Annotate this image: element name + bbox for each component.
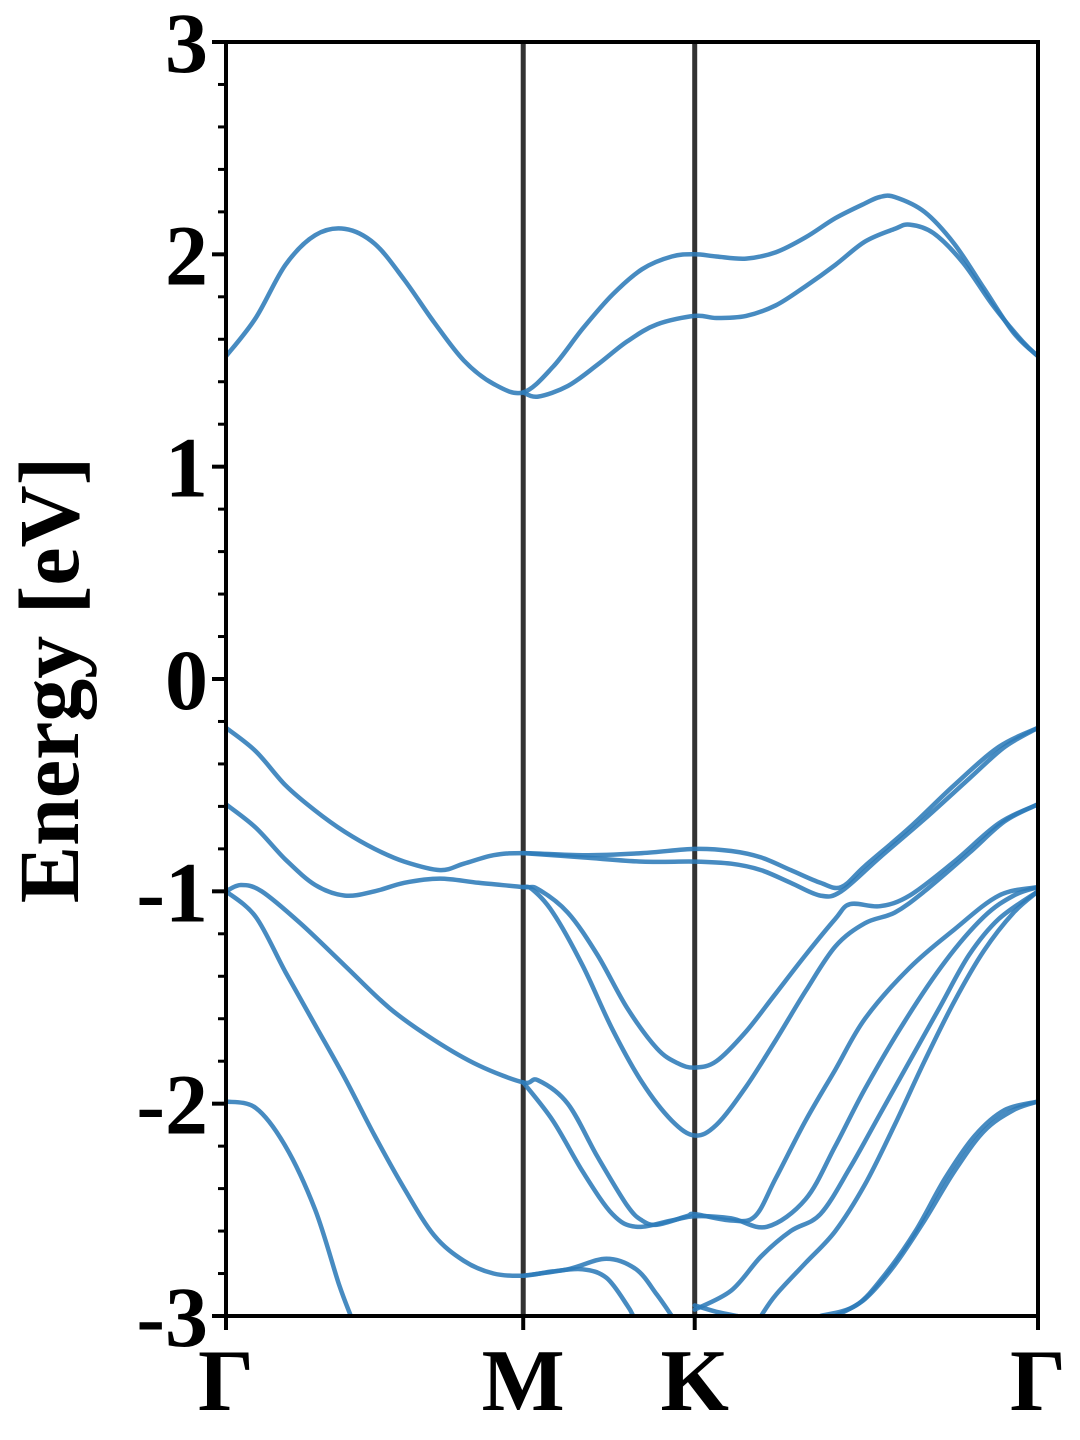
band-line-1 (226, 193, 1038, 396)
band-line-4 (520, 725, 1038, 899)
x-tick-label: M (482, 1333, 565, 1430)
high-symmetry-lines (520, 42, 698, 1316)
band-line-7 (226, 882, 1038, 1228)
y-tick-label: -2 (136, 1057, 208, 1153)
y-tick-label: 1 (165, 420, 208, 516)
band-line-8 (226, 889, 636, 1316)
band-line-5 (226, 802, 1038, 1070)
y-tick-label: 0 (165, 632, 208, 728)
band-line-14 (758, 889, 1038, 1316)
y-tick-label: -1 (136, 844, 208, 940)
plot-frame-rect (224, 40, 1040, 1318)
x-tick-label: K (660, 1333, 728, 1430)
y-axis-ticks: 3 2 1 0 -1 -2 -3 (136, 0, 226, 1365)
plot-frame (224, 40, 1040, 1318)
band-line-11 (520, 1256, 675, 1316)
band-lines (226, 193, 1038, 1316)
y-tick-label: 3 (165, 0, 208, 91)
x-tick-label: Γ (1010, 1333, 1066, 1430)
y-axis-label: Energy [eV] (1, 457, 97, 904)
x-tick-label: Γ (198, 1333, 254, 1430)
band-line-2 (520, 222, 1038, 400)
band-line-16 (833, 1099, 1038, 1316)
band-line-9 (520, 884, 1038, 1230)
y-tick-label: -3 (136, 1269, 208, 1365)
band-line-10 (226, 1099, 354, 1316)
band-line-3 (226, 725, 1038, 891)
y-tick-label: 2 (165, 207, 208, 303)
band-line-6 (520, 802, 1038, 1138)
band-line-12 (692, 889, 1038, 1312)
